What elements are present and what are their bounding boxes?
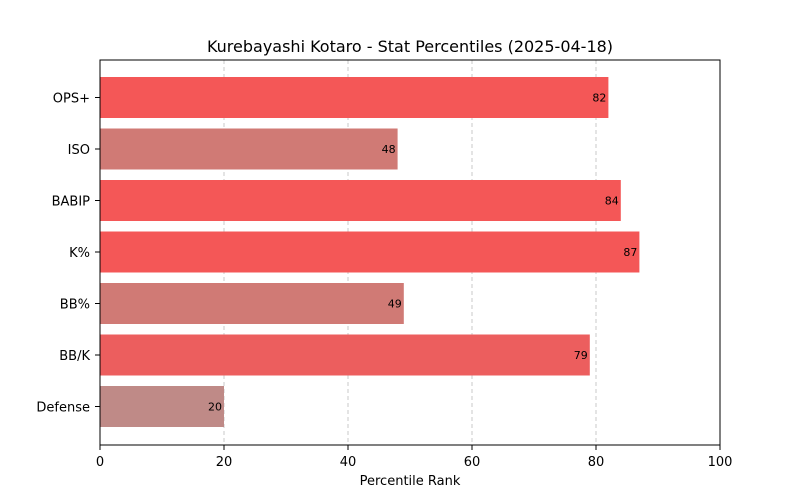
bar — [100, 77, 609, 118]
x-tick-label: 80 — [588, 455, 605, 470]
bar-value-label: 84 — [605, 195, 619, 208]
chart-title: Kurebayashi Kotaro - Stat Percentiles (2… — [207, 37, 613, 56]
y-tick-label: BB/K — [59, 349, 90, 364]
bar — [100, 128, 398, 170]
y-tick-label: K% — [69, 246, 90, 261]
bar — [100, 231, 640, 273]
bar-value-label: 20 — [208, 401, 222, 414]
bar-value-label: 48 — [382, 143, 396, 156]
x-axis-ticks: 0 20 40 60 80 100 — [96, 445, 733, 470]
bar-value-labels: 82 48 84 87 49 79 20 — [208, 92, 637, 414]
x-tick-label: 0 — [96, 455, 104, 470]
bars — [100, 77, 640, 427]
x-tick-label: 20 — [216, 455, 233, 470]
bar — [100, 334, 590, 376]
bar-value-label: 49 — [388, 298, 402, 311]
y-tick-label: BB% — [60, 298, 90, 313]
bar-value-label: 82 — [592, 92, 606, 105]
x-tick-label: 40 — [340, 455, 357, 470]
x-tick-label: 60 — [464, 455, 481, 470]
y-tick-label: BABIP — [52, 195, 91, 210]
bar — [100, 283, 404, 324]
x-axis-label: Percentile Rank — [360, 474, 461, 489]
y-tick-label: ISO — [68, 143, 90, 158]
bar — [100, 386, 224, 427]
y-tick-label: Defense — [36, 401, 90, 416]
y-axis-ticks: OPS+ ISO BABIP K% BB% BB/K Defense — [36, 92, 100, 416]
x-tick-label: 100 — [708, 455, 733, 470]
bar — [100, 180, 621, 221]
bar-value-label: 79 — [574, 349, 588, 362]
y-tick-label: OPS+ — [53, 92, 90, 107]
bar-value-label: 87 — [623, 246, 637, 259]
